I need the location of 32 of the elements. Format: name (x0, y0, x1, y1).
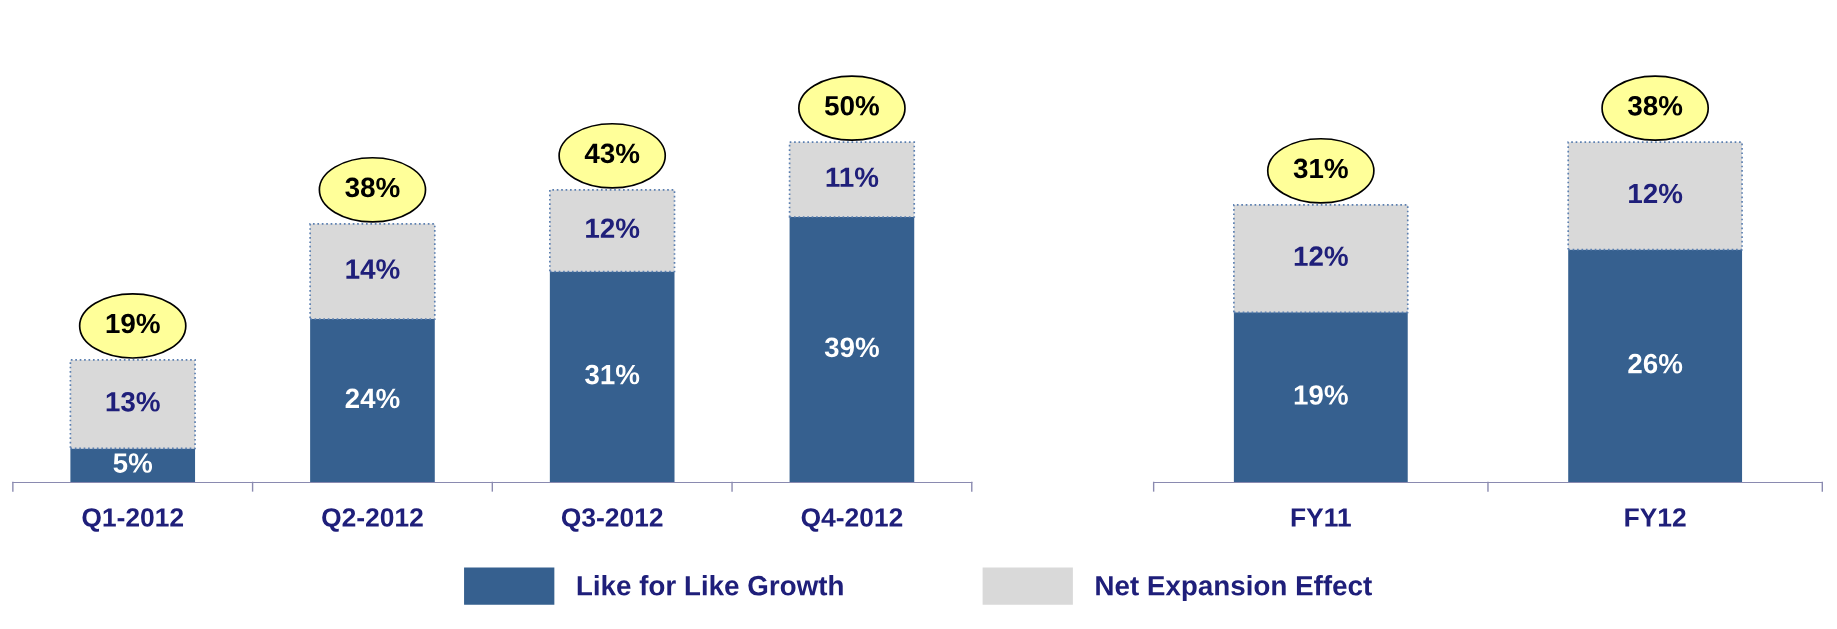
data-label: 14% (346, 259, 400, 279)
bar (789, 217, 915, 483)
data-label: 5% (113, 453, 153, 473)
total-label: 19% (106, 313, 160, 334)
data-label: 13% (106, 391, 160, 412)
data-label: 12% (1294, 246, 1348, 266)
total-label: 38% (1627, 95, 1683, 116)
data-label: 26% (1628, 353, 1683, 374)
legend-label: Like for Like Growth (577, 575, 843, 596)
bar (549, 271, 675, 483)
total-label: 50% (824, 95, 879, 116)
total-label: 43% (584, 143, 640, 164)
total-label: 38% (345, 177, 400, 198)
bar (1233, 312, 1408, 483)
data-label: 31% (585, 364, 640, 385)
legend-label: Net Expansion Effect (1096, 575, 1372, 602)
data-label: 39% (824, 337, 879, 358)
data-label: 19% (1294, 385, 1348, 405)
x-tick-label: FY11 (1291, 508, 1351, 527)
data-label: 12% (1629, 183, 1683, 204)
x-tick-label: Q4-2012 (801, 508, 903, 532)
bar (310, 319, 435, 483)
data-label: 24% (345, 388, 400, 409)
bar (1568, 249, 1743, 483)
x-tick-label: Q2-2012 (322, 508, 423, 532)
x-tick-label: Q3-2012 (561, 508, 663, 532)
data-label: 11% (826, 167, 879, 187)
total-label: 31% (1293, 158, 1348, 179)
bar (70, 448, 196, 483)
x-tick-label: Q1-2012 (82, 508, 184, 532)
x-tick-label: FY12 (1625, 508, 1686, 527)
data-label: 12% (586, 218, 640, 239)
